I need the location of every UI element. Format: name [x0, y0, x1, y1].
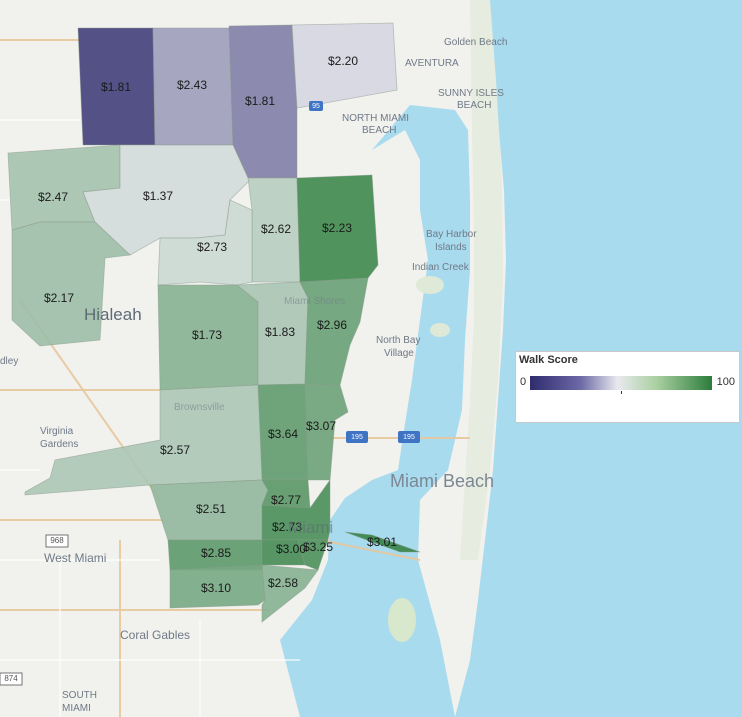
place-label: AVENTURA — [405, 58, 459, 69]
place-label: MIAMI — [62, 703, 91, 714]
zone[interactable] — [344, 531, 421, 553]
zone[interactable] — [157, 199, 253, 286]
zone-label: $1.81 — [245, 94, 275, 108]
legend-max-label: 100 — [716, 376, 735, 388]
place-label: North Bay — [376, 335, 420, 346]
place-label: Virginia — [40, 426, 74, 437]
road-number: 874 — [4, 674, 18, 683]
zone-label: $2.73 — [197, 240, 227, 254]
zone-label: $2.43 — [177, 78, 207, 92]
place-label: Gardens — [40, 439, 78, 450]
zone[interactable] — [299, 277, 369, 386]
zone-label: $2.47 — [38, 190, 68, 204]
zone-label: $2.23 — [322, 221, 352, 235]
zone-label: $3.10 — [201, 581, 231, 595]
place-label: Golden Beach — [444, 37, 507, 48]
zone-labels: $1.81 $2.43 $1.81 $2.20 $2.47 $1.37 $2.6… — [38, 54, 397, 595]
place-label: dley — [0, 356, 18, 367]
zone-label: $2.96 — [317, 318, 347, 332]
place-label: West Miami — [44, 551, 106, 565]
zone-label: $1.81 — [101, 80, 131, 94]
bay-island — [430, 323, 450, 337]
zone-label: $1.73 — [192, 328, 222, 342]
place-label: Village — [384, 348, 414, 359]
zone-label: $2.51 — [196, 502, 226, 516]
place-label: BEACH — [457, 100, 491, 111]
zone-label: $2.57 — [160, 443, 190, 457]
legend-min-label: 0 — [520, 376, 527, 388]
zone-label: $3.00 — [276, 542, 306, 556]
place-label: Brownsville — [174, 402, 225, 413]
place-label: SUNNY ISLES — [438, 88, 504, 99]
place-label: Indian Creek — [412, 262, 470, 273]
zone-label: $1.83 — [265, 325, 295, 339]
zone-label: $2.58 — [268, 576, 298, 590]
road-number: 968 — [50, 536, 64, 545]
place-label: Miami — [288, 518, 333, 537]
zone-label: $2.17 — [44, 291, 74, 305]
interstate-shield-icon — [398, 431, 420, 443]
place-label: Bay Harbor — [426, 229, 477, 240]
legend-tick — [621, 391, 622, 394]
place-label: Islands — [435, 242, 467, 253]
place-label: BEACH — [362, 125, 396, 136]
road-number: 195 — [351, 434, 363, 441]
zone-label: $2.85 — [201, 546, 231, 560]
zone[interactable] — [247, 177, 301, 283]
place-label: NORTH MIAMI — [342, 113, 409, 124]
state-road-shield-icon — [45, 534, 69, 548]
zone[interactable] — [261, 564, 319, 623]
interstate-shield-icon — [309, 101, 323, 111]
zone-label: $2.20 — [328, 54, 358, 68]
interstate-shield-icon — [346, 431, 368, 443]
state-road-shield-icon — [0, 672, 23, 686]
place-label: Coral Gables — [120, 628, 190, 642]
zone-label: $2.62 — [261, 222, 291, 236]
minor-roads — [0, 119, 300, 717]
road-shields: 95 195 195 968 874 — [0, 101, 420, 686]
zone[interactable] — [24, 384, 263, 496]
zone-label: $2.73 — [272, 520, 302, 534]
place-label: Miami Shores — [284, 296, 345, 307]
walk-score-legend: Walk Score 0 100 — [515, 351, 740, 423]
zone-label: $1.37 — [143, 189, 173, 203]
legend-color-ramp — [530, 376, 712, 390]
zone[interactable] — [169, 564, 266, 609]
zone-label: $3.25 — [303, 540, 333, 554]
place-label: Hialeah — [84, 305, 142, 324]
zone[interactable] — [296, 174, 379, 283]
zones-layer — [7, 22, 421, 623]
bay-island — [388, 598, 416, 642]
zone[interactable] — [291, 22, 398, 109]
zone-label: $3.64 — [268, 427, 298, 441]
barrier-island — [460, 0, 503, 560]
zone-label: $3.01 — [367, 535, 397, 549]
legend-title: Walk Score — [519, 354, 578, 366]
place-label: SOUTH — [62, 690, 97, 701]
road-number: 95 — [312, 103, 320, 110]
biscayne-bay — [280, 105, 470, 717]
road-number: 195 — [403, 434, 415, 441]
place-label: Miami Beach — [390, 471, 494, 491]
zone[interactable] — [11, 221, 131, 347]
zone-label: $2.77 — [271, 493, 301, 507]
bay-island — [416, 276, 444, 294]
place-labels: Golden Beach AVENTURA SUNNY ISLES BEACH … — [0, 37, 507, 714]
zone-label: $3.07 — [306, 419, 336, 433]
